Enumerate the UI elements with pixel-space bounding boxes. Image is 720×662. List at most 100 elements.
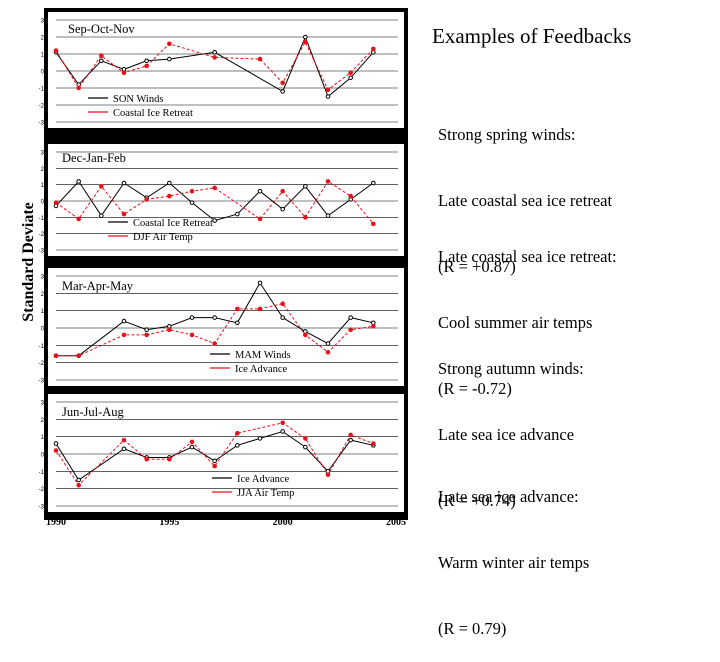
data-point bbox=[144, 332, 149, 338]
data-point bbox=[348, 315, 353, 320]
legend-label: Ice Advance bbox=[237, 474, 290, 485]
data-point bbox=[99, 53, 104, 59]
data-point bbox=[325, 213, 331, 218]
data-point bbox=[144, 58, 149, 64]
legend-label: DJF Air Temp bbox=[133, 232, 193, 243]
y-tick-label: 0 bbox=[41, 327, 45, 333]
legend-label: Ice Advance bbox=[235, 364, 288, 375]
data-point bbox=[121, 180, 127, 186]
caption-1-line-2: Late coastal sea ice retreat bbox=[438, 191, 613, 210]
data-point bbox=[121, 211, 127, 217]
y-tick-label: -1 bbox=[39, 344, 45, 350]
data-point bbox=[280, 188, 285, 194]
data-point bbox=[53, 48, 59, 53]
x-tick-label: 1990 bbox=[46, 517, 66, 528]
y-axis-label: Standard Deviate bbox=[20, 202, 37, 322]
y-tick-label: -3 bbox=[39, 249, 45, 255]
data-point bbox=[280, 80, 285, 86]
data-point bbox=[99, 184, 104, 189]
feedback-charts: Standard Deviate 3 2 1 0 -1 -2 -3 Sep-Oct-Nov SON… bbox=[20, 8, 408, 528]
data-point bbox=[280, 206, 285, 212]
caption-2-line-3: (R = -0.72) bbox=[438, 379, 512, 398]
caption-2: Late coastal sea ice retreat: Cool summe… bbox=[438, 202, 617, 422]
data-point bbox=[371, 323, 376, 329]
y-tick-label: -3 bbox=[39, 379, 45, 385]
data-point bbox=[235, 430, 240, 436]
data-point bbox=[303, 184, 308, 189]
data-point bbox=[53, 448, 59, 453]
data-point bbox=[257, 436, 263, 441]
y-tick-label: 1 bbox=[41, 183, 45, 189]
data-point bbox=[99, 213, 104, 218]
data-point bbox=[235, 320, 240, 326]
data-point bbox=[280, 420, 285, 426]
y-tick-label: -3 bbox=[39, 121, 45, 127]
caption-1-line-3: (R = +0.87) bbox=[438, 257, 516, 276]
data-point bbox=[348, 75, 353, 81]
caption-2-line-2: Cool summer air temps bbox=[438, 313, 593, 332]
series-line bbox=[55, 35, 374, 98]
x-tick-label: 1995 bbox=[159, 517, 179, 528]
caption-4-line-2: Warm winter air temps bbox=[438, 553, 590, 572]
data-point bbox=[53, 441, 59, 446]
panel-title: Mar-Apr-May bbox=[62, 279, 134, 293]
panel-3: 3 2 1 0 -1 -2 -3 Mar-Apr-May MAM Winds Ice Advanc… bbox=[39, 268, 404, 386]
data-point bbox=[99, 58, 104, 64]
data-point bbox=[121, 332, 127, 338]
data-point bbox=[257, 306, 263, 312]
data-point bbox=[371, 180, 376, 186]
data-point bbox=[257, 188, 263, 194]
data-point bbox=[121, 318, 127, 324]
y-tick-label: -2 bbox=[39, 487, 45, 493]
data-point bbox=[76, 216, 81, 222]
data-point bbox=[212, 185, 217, 191]
data-point bbox=[280, 301, 285, 307]
data-point bbox=[76, 477, 81, 483]
y-tick-label: 3 bbox=[41, 401, 45, 407]
data-point bbox=[167, 327, 172, 333]
data-point bbox=[167, 193, 172, 199]
y-tick-label: -1 bbox=[39, 216, 45, 222]
data-point bbox=[371, 441, 376, 446]
y-tick-label: 3 bbox=[41, 275, 45, 281]
data-point bbox=[280, 315, 285, 320]
data-point bbox=[144, 327, 149, 333]
data-point bbox=[325, 94, 331, 99]
data-point bbox=[189, 332, 195, 338]
y-tick-label: -3 bbox=[39, 505, 45, 511]
data-point bbox=[280, 89, 285, 94]
panel-2: 3 2 1 0 -1 -2 -3 Dec-Jan-Feb Coastal Ice Retreat… bbox=[39, 144, 404, 256]
data-point bbox=[235, 306, 240, 312]
data-point bbox=[348, 327, 353, 333]
y-tick-label: -1 bbox=[39, 470, 45, 476]
data-point bbox=[121, 70, 127, 75]
slide-title: Examples of Feedbacks bbox=[432, 24, 632, 48]
data-point bbox=[348, 193, 353, 199]
data-point bbox=[144, 456, 149, 462]
y-tick-label: 1 bbox=[41, 435, 45, 441]
series-line bbox=[56, 281, 374, 357]
data-point bbox=[257, 216, 263, 222]
data-point bbox=[303, 332, 308, 338]
caption-4: Late sea ice advance: Warm winter air te… bbox=[438, 442, 589, 662]
data-point bbox=[212, 463, 217, 469]
data-point bbox=[235, 211, 240, 217]
data-point bbox=[53, 200, 59, 205]
legend-label: Coastal Ice Retreat bbox=[133, 218, 213, 229]
caption-3-line-3: (R = +0.74) bbox=[438, 491, 516, 510]
y-tick-label: 0 bbox=[41, 200, 45, 206]
data-point bbox=[76, 179, 81, 184]
y-tick-label: 2 bbox=[41, 167, 45, 173]
data-point bbox=[303, 436, 308, 441]
panel-1: 3 2 1 0 -1 -2 -3 Sep-Oct-Nov SON Winds Coastal Ic… bbox=[39, 12, 404, 128]
data-point bbox=[121, 446, 127, 452]
data-point bbox=[189, 315, 195, 320]
data-point bbox=[325, 472, 331, 478]
caption-4-line-1: Late sea ice advance: bbox=[438, 487, 579, 506]
y-tick-label: 3 bbox=[41, 19, 45, 25]
data-point bbox=[189, 439, 195, 445]
data-point bbox=[325, 179, 331, 184]
panel-background bbox=[48, 12, 404, 128]
y-tick-label: 1 bbox=[41, 53, 45, 59]
data-point bbox=[257, 280, 263, 286]
